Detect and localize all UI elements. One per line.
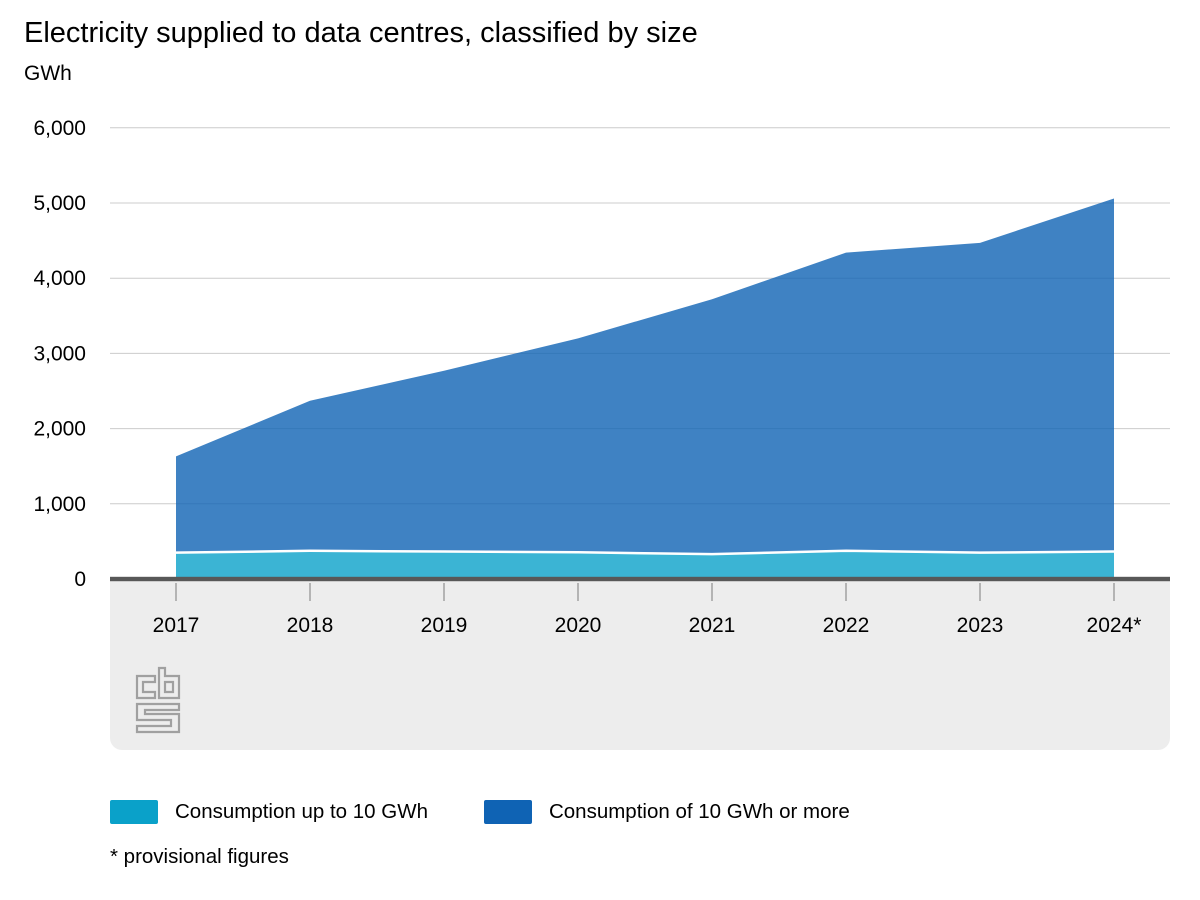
x-tick-label: 2024* [1087,614,1142,637]
footnote: * provisional figures [110,845,289,868]
y-tick-label: 3,000 [33,342,86,365]
legend-swatch-small-consumption [110,800,158,824]
y-axis-unit-label: GWh [24,62,72,85]
chart-title: Electricity supplied to data centres, cl… [24,17,698,49]
x-tick-label: 2022 [823,614,870,637]
x-tick-label: 2020 [555,614,602,637]
x-tick-label: 2017 [153,614,200,637]
y-tick-label: 4,000 [33,267,86,290]
cbs-logo [130,666,182,739]
legend-item-small: Consumption up to 10 GWh [110,800,428,824]
y-tick-label: 6,000 [33,117,86,140]
x-axis-band [110,582,1170,750]
x-tick-label: 2019 [421,614,468,637]
x-tick-label: 2021 [689,614,736,637]
x-tick-label: 2023 [957,614,1004,637]
legend-swatch-large-consumption [483,800,532,824]
x-axis-line [110,576,1170,582]
y-tick-label: 1,000 [33,493,86,516]
legend-label-large-consumption: Consumption of 10 GWh or more [548,800,850,823]
legend: Consumption up to 10 GWh Consumption of … [110,800,850,824]
x-tick-label: 2018 [287,614,334,637]
area-large-consumption [176,198,1114,555]
cbs-logo-glyph [135,666,181,734]
y-tick-label: 2,000 [33,418,86,441]
y-tick-label: 5,000 [33,192,86,215]
area-small-consumption [176,550,1114,579]
legend-item-large: Consumption of 10 GWh or more [483,800,850,824]
legend-label-small-consumption: Consumption up to 10 GWh [175,800,428,823]
y-tick-label: 0 [74,568,86,591]
series-boundary-line [175,549,1115,556]
